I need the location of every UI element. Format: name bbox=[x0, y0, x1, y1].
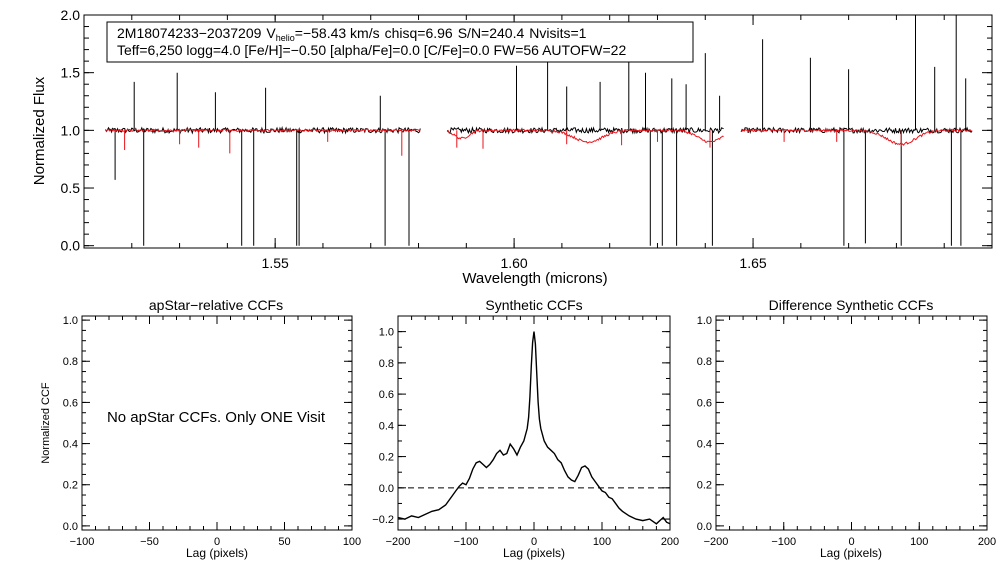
apstar-ccf-xtick-label-2: 0 bbox=[214, 536, 220, 548]
spectrum-ylabel: Normalized Flux bbox=[31, 76, 48, 185]
synthetic-ccf-xlabel: Lag (pixels) bbox=[503, 546, 565, 560]
difference-ccf-xlabel: Lag (pixels) bbox=[820, 546, 882, 560]
synthetic-ccf-ytick-label-4: 0.6 bbox=[379, 389, 394, 401]
apstar-ccf-ticks: −100 −50 0 50 100 0.0 0.2 0.4 0.6 0.8 1.0 bbox=[63, 315, 361, 548]
header-line-1: 2M18074233−2037209 Vhelio=−58.43 km/s chis… bbox=[117, 25, 587, 43]
apstar-ccf-xtick-label-1: −50 bbox=[140, 536, 159, 548]
apstar-ccf-ytick-label-5: 1.0 bbox=[63, 315, 78, 327]
header-nvisits: Nvisits=1 bbox=[529, 25, 586, 41]
difference-ccf-ytick-label-4: 0.8 bbox=[697, 356, 712, 368]
spectrum-ytick-label-1: 0.5 bbox=[61, 180, 81, 196]
spectrum-xtick-label-0: 1.55 bbox=[262, 255, 289, 271]
difference-ccf-ytick-label-3: 0.6 bbox=[697, 397, 712, 409]
apstar-ccf-ylabel: Normalized CCF bbox=[40, 382, 52, 464]
synthetic-ccf-xtick-label-1: −100 bbox=[454, 536, 479, 548]
difference-ccf-ytick-label-2: 0.4 bbox=[697, 439, 712, 451]
difference-ccf-xtick-label-1: −100 bbox=[771, 536, 796, 548]
synthetic-ccf-ytick-label-3: 0.4 bbox=[379, 420, 394, 432]
apstar-no-ccf-message: No apStar CCFs. Only ONE Visit bbox=[107, 409, 326, 426]
synthetic-ccf-ytick-label-6: 1.0 bbox=[379, 327, 394, 339]
difference-ccf-title: Difference Synthetic CCFs bbox=[769, 297, 934, 313]
synthetic-ccf-ytick-label-0: −0.2 bbox=[372, 514, 394, 526]
spectrum-xlabel: Wavelength (microns) bbox=[462, 270, 607, 287]
apstar-ccf-ytick-label-3: 0.6 bbox=[63, 397, 78, 409]
spectrum-series-group bbox=[105, 15, 973, 246]
spectrum-ytick-label-4: 2.0 bbox=[61, 7, 81, 23]
difference-ccf-xtick-label-4: 200 bbox=[978, 536, 996, 548]
synthetic-ccf-axes-frame bbox=[397, 315, 671, 531]
difference-ccf-ticks: −200 −100 0 100 200 0.0 0.2 0.4 0.6 0.8 1.0 bbox=[697, 315, 996, 548]
difference-ccf-ytick-label-5: 1.0 bbox=[697, 315, 712, 327]
synthetic-ccf-xtick-label-3: 100 bbox=[593, 536, 611, 548]
difference-ccf-xtick-label-0: −200 bbox=[704, 536, 729, 548]
difference-ccf-axes-frame bbox=[715, 315, 988, 531]
synthetic-ccf-title: Synthetic CCFs bbox=[485, 297, 582, 313]
difference-ccf-ytick-label-0: 0.0 bbox=[697, 521, 712, 533]
difference-ccf-panel: Difference Synthetic CCFs −200 −100 0 100 20… bbox=[697, 297, 996, 560]
spectrum-model-line bbox=[105, 128, 973, 156]
synthetic-ccf-ytick-label-2: 0.2 bbox=[379, 452, 394, 464]
spectrum-ytick-label-2: 1.0 bbox=[61, 122, 81, 138]
header-line-2: Teff=6,250 logg=4.0 [Fe/H]=−0.50 [alpha/… bbox=[117, 42, 626, 58]
apstar-ccf-xtick-label-0: −100 bbox=[70, 536, 95, 548]
apstar-ccf-xlabel: Lag (pixels) bbox=[186, 546, 248, 560]
spectrum-xtick-label-2: 1.65 bbox=[739, 255, 766, 271]
spectrum-axes-frame bbox=[83, 14, 993, 249]
apstar-ccf-panel: apStar−relative CCFs −100 −50 0 50 100 0.0 0.2… bbox=[40, 297, 361, 560]
synthetic-ccf-xtick-label-4: 200 bbox=[661, 536, 679, 548]
apstar-ccf-ytick-label-2: 0.4 bbox=[63, 439, 78, 451]
apstar-ccf-ytick-label-1: 0.2 bbox=[63, 480, 78, 492]
synthetic-ccf-line bbox=[397, 331, 671, 525]
apstar-ccf-ytick-label-4: 0.8 bbox=[63, 356, 78, 368]
synthetic-ccf-xtick-label-2: 0 bbox=[531, 536, 537, 548]
synthetic-ccf-ticks: −200 −100 0 100 200 −0.2 0.0 0.2 0.4 0.6 0.8 1.0 bbox=[372, 315, 679, 548]
spectrum-ytick-label-3: 1.5 bbox=[61, 65, 81, 81]
spectrum-xtick-label-1: 1.60 bbox=[500, 255, 527, 271]
synthetic-ccf-series-group bbox=[397, 331, 671, 525]
header-vhelio-subscript: helio bbox=[276, 33, 295, 43]
header-chisq: chisq=6.96 bbox=[385, 25, 453, 41]
difference-ccf-ytick-label-1: 0.2 bbox=[697, 480, 712, 492]
spectrum-panel: 1.55 1.60 1.65 0.0 0.5 1.0 1.5 2.0 2M18074233−2… bbox=[31, 7, 993, 287]
header-vhelio-symbol: V bbox=[266, 25, 276, 41]
synthetic-ccf-xtick-label-0: −200 bbox=[386, 536, 411, 548]
synthetic-ccf-ytick-label-1: 0.0 bbox=[379, 483, 394, 495]
apstar-ccf-ytick-label-0: 0.0 bbox=[63, 521, 78, 533]
header-object-id: 2M18074233−2037209 bbox=[117, 25, 262, 41]
synthetic-ccf-ytick-label-5: 0.8 bbox=[379, 358, 394, 370]
header-snr: S/N=240.4 bbox=[458, 25, 525, 41]
difference-ccf-xtick-label-2: 0 bbox=[848, 536, 854, 548]
apstar-ccf-xtick-label-4: 100 bbox=[343, 536, 361, 548]
spectrum-ytick-label-0: 0.0 bbox=[61, 238, 81, 254]
apstar-ccf-xtick-label-3: 50 bbox=[278, 536, 290, 548]
synthetic-ccf-panel: Synthetic CCFs −200 −100 0 100 200 −0.2 0.0 0.2… bbox=[372, 297, 679, 560]
apstar-ccf-title: apStar−relative CCFs bbox=[149, 297, 283, 313]
difference-ccf-xtick-label-3: 100 bbox=[910, 536, 928, 548]
header-info-box bbox=[106, 21, 694, 63]
spectrum-ticks: 1.55 1.60 1.65 0.0 0.5 1.0 1.5 2.0 bbox=[61, 7, 993, 271]
header-vhelio-value: =−58.43 km/s bbox=[295, 25, 380, 41]
